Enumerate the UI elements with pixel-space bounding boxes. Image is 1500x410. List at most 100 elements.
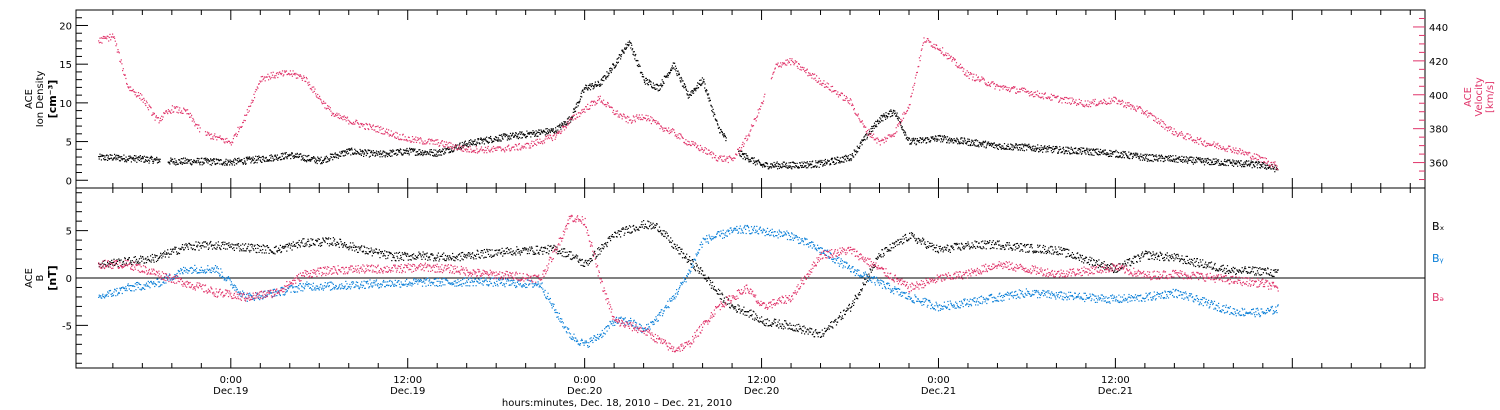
ion-density-point [510, 138, 512, 140]
ion-density-point [540, 133, 542, 135]
velocity-point [522, 147, 524, 149]
velocity-point [1119, 103, 1121, 105]
velocity-point [828, 88, 830, 90]
velocity-point [685, 139, 687, 141]
velocity-point [331, 114, 333, 117]
ion-density-point [633, 51, 635, 53]
ion-density-point [412, 150, 414, 153]
ion-density-point [803, 166, 805, 168]
bx-point [181, 244, 184, 246]
bx-point [220, 248, 222, 251]
ion-density-point [425, 153, 428, 155]
ion-density-point [102, 155, 104, 157]
ion-density-point [793, 162, 795, 164]
velocity-point [1144, 113, 1146, 115]
ion-density-point [985, 146, 987, 148]
velocity-point [532, 145, 534, 147]
ion-density-point [832, 161, 834, 163]
velocity-point [470, 148, 472, 150]
bx-point [250, 243, 253, 245]
velocity-point [968, 77, 970, 80]
velocity-point [1220, 146, 1222, 148]
ion-density-point [169, 160, 171, 162]
ion-density-point [830, 163, 832, 165]
ion-density-point [934, 135, 937, 137]
velocity-point [408, 136, 410, 139]
velocity-point [1139, 106, 1141, 108]
ion-density-point [764, 166, 766, 168]
ion-density-point [1001, 145, 1003, 147]
velocity-point [1036, 94, 1038, 96]
velocity-point [1125, 107, 1127, 109]
velocity-point [175, 106, 177, 108]
velocity-point [544, 138, 546, 140]
velocity-point [604, 104, 606, 106]
ion-density-point [804, 162, 807, 164]
ion-density-point [1202, 161, 1204, 164]
ion-density-point [716, 119, 718, 121]
ion-density-point [1175, 155, 1177, 157]
velocity-point [234, 134, 236, 136]
velocity-point [825, 85, 828, 88]
ion-density-point [643, 79, 645, 81]
velocity-point [1075, 99, 1077, 101]
velocity-point [1099, 103, 1101, 105]
bx-point [116, 259, 118, 261]
ion-density-point [948, 142, 950, 144]
ion-density-point [1248, 163, 1250, 165]
ion-density-point [555, 129, 557, 131]
velocity-point [479, 149, 481, 151]
bx-point [293, 244, 296, 246]
ion-density-point [1099, 151, 1101, 153]
ion-density-point [219, 163, 221, 165]
velocity-point [364, 128, 366, 130]
ion-density-point [908, 138, 910, 140]
velocity-point [952, 57, 954, 59]
ion-density-point [891, 115, 893, 117]
velocity-point [329, 107, 331, 109]
velocity-point [1070, 102, 1072, 104]
ion-density-point [210, 158, 212, 160]
velocity-point [1051, 99, 1053, 101]
bx-point [141, 260, 143, 262]
ion-density-point [485, 140, 487, 142]
ion-density-point [490, 138, 492, 140]
ion-density-point [901, 126, 903, 128]
ion-density-point [745, 157, 747, 159]
velocity-point [773, 71, 775, 73]
velocity-point [488, 150, 491, 152]
ion-density-point [752, 158, 754, 160]
ion-density-point [1075, 147, 1077, 149]
velocity-point [398, 138, 400, 140]
bx-point [286, 250, 288, 252]
velocity-point [169, 111, 171, 113]
ion-density-point [925, 137, 927, 139]
ion-density-point [333, 156, 335, 158]
velocity-point [869, 133, 871, 135]
ion-density-point [1250, 160, 1252, 162]
velocity-point [218, 136, 221, 139]
velocity-point [1157, 117, 1159, 120]
velocity-point [959, 67, 961, 69]
ion-density-point [505, 133, 507, 135]
ion-density-point [269, 160, 271, 162]
ion-density-point [710, 104, 712, 106]
velocity-point [796, 65, 798, 67]
ion-density-point [509, 137, 511, 139]
ion-density-point [283, 157, 285, 159]
ion-density-point [863, 138, 865, 140]
velocity-point [285, 70, 287, 72]
ion-density-point [1144, 159, 1146, 161]
velocity-point [1018, 91, 1020, 93]
ion-density-point [370, 152, 372, 154]
velocity-point [1218, 148, 1220, 150]
velocity-point [617, 116, 619, 118]
velocity-point [730, 157, 732, 159]
ion-density-point [792, 166, 794, 168]
bx-point [179, 248, 181, 251]
velocity-point [584, 111, 586, 113]
ion-density-point [432, 154, 434, 157]
ion-density-point [915, 143, 918, 145]
velocity-point [1003, 86, 1005, 88]
velocity-point [717, 160, 719, 162]
